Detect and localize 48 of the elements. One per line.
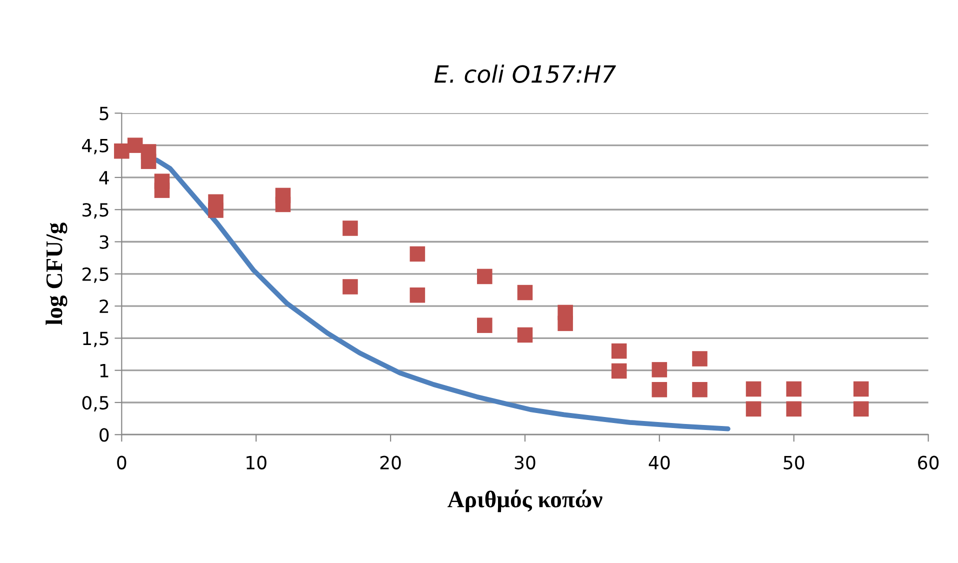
point — [746, 381, 762, 397]
point — [692, 351, 708, 366]
point — [746, 401, 762, 417]
point — [853, 401, 869, 417]
y-tick-label: 3 — [100, 235, 108, 249]
point — [410, 287, 426, 303]
chart-title: E. coli O157:H7 — [434, 64, 616, 83]
y-tick-label: 1 — [100, 364, 108, 378]
point — [853, 381, 869, 397]
point — [652, 362, 668, 378]
point — [342, 279, 358, 294]
x-tick-label: 30 — [514, 456, 536, 470]
y-tick-label: 4 — [99, 171, 109, 184]
point — [558, 316, 573, 332]
x-tick-label: 10 — [246, 456, 266, 470]
y-tick-label: 0 — [100, 428, 109, 442]
point — [611, 363, 627, 379]
y-tick-label: 3,5 — [82, 203, 108, 219]
point — [517, 327, 533, 343]
y-tick-label: 1,5 — [83, 332, 108, 348]
point — [154, 182, 170, 198]
y-axis-title: log CFU/g — [46, 222, 68, 325]
y-tick-label: 2,5 — [82, 267, 108, 283]
y-tick-label: 0,5 — [82, 396, 108, 412]
x-tick-label: 0 — [117, 456, 126, 470]
y-tick-label: 4,5 — [82, 139, 108, 154]
point — [611, 343, 627, 359]
point — [275, 196, 291, 212]
x-tick-label: 50 — [784, 456, 804, 470]
point — [786, 401, 802, 417]
point — [114, 143, 130, 159]
point — [410, 246, 426, 262]
y-tick-label: 2 — [100, 300, 108, 313]
point — [477, 268, 492, 284]
x-tick-label: 20 — [380, 456, 401, 470]
point — [140, 154, 156, 170]
x-tick-label: 40 — [648, 456, 670, 470]
point — [786, 381, 802, 397]
point — [692, 382, 708, 398]
x-axis-title: Αριθμός κοπών — [448, 490, 602, 512]
point — [652, 382, 668, 398]
y-tick-label: 5 — [100, 106, 108, 120]
point — [477, 318, 492, 333]
x-tick-label: 60 — [918, 456, 939, 470]
point — [342, 220, 358, 236]
point — [517, 284, 533, 300]
point — [127, 138, 143, 153]
point — [208, 202, 224, 218]
